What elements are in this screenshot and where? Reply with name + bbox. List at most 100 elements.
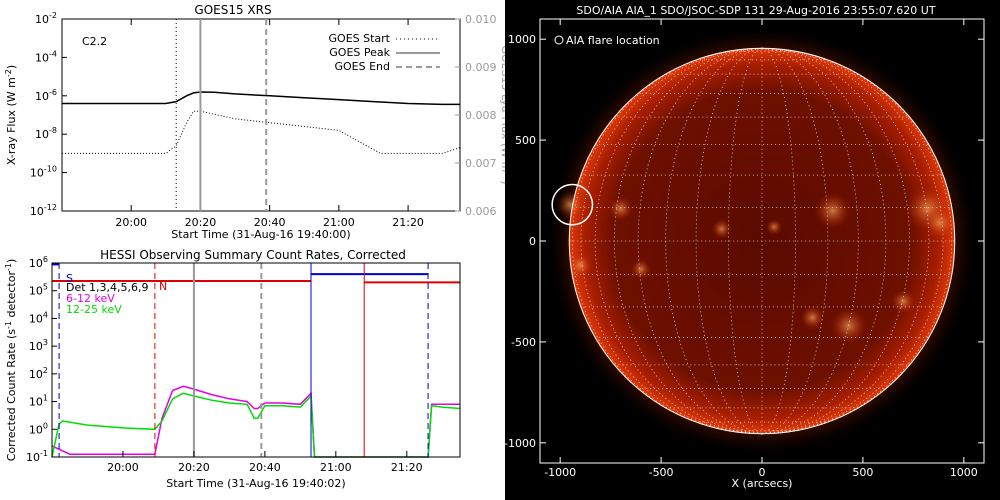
goes-y-tick-exponent: -8 — [49, 126, 57, 135]
hessi-x-axis: 20:00 20:20 20:40 21:00 21:20 — [107, 451, 423, 474]
aia-bright-region — [568, 253, 593, 278]
aia-x-tick-label: 1000 — [950, 466, 978, 479]
hessi-legend-12-25: 12-25 keV — [66, 303, 122, 316]
hessi-y-axis-label-text: Corrected Count Rate (s — [5, 329, 18, 462]
aia-bright-region — [766, 218, 783, 235]
aia-grid-longitude — [728, 47, 763, 435]
hessi-x-tick-label: 20:40 — [249, 461, 281, 474]
aia-grid-longitude — [665, 47, 763, 435]
hessi-legend-det: Det 1,3,4,5,6,9 — [66, 281, 149, 294]
aia-x-tick-label: 0 — [759, 466, 766, 479]
goes-title: GOES15 XRS — [194, 3, 271, 17]
goes-y-tick-exponent: -12 — [44, 203, 57, 212]
goes-y-tick-exponent: -2 — [49, 11, 57, 20]
hessi-legend-6-12: 6-12 keV — [66, 292, 115, 305]
hessi-legend: S N Det 1,3,4,5,6,9 6-12 keV 12-25 keV — [66, 272, 167, 316]
aia-grid-longitude — [761, 47, 930, 435]
goes-y2-axis: 0.006 0.007 0.008 0.009 0.010 — [455, 13, 497, 218]
aia-x-tick-label: -1000 — [544, 466, 576, 479]
goes-y-axis-label-sup: -2 — [4, 69, 13, 77]
goes-y2-tick-label: 0.010 — [465, 13, 497, 26]
goes-x-tick-label: 20:00 — [115, 216, 147, 229]
aia-y-axis: -1000 -500 0 500 1000 — [504, 33, 984, 450]
aia-bright-region — [923, 206, 956, 239]
aia-bright-region — [711, 218, 732, 239]
aia-grid-longitude — [637, 47, 763, 435]
goes-y-tick-label: 10-2 — [35, 11, 57, 26]
aia-bright-region — [830, 307, 867, 344]
goes-y-tick-exponent: -6 — [49, 88, 57, 97]
aia-bright-regions — [556, 186, 956, 344]
hessi-y-axis-label-sup2: -1 — [4, 263, 13, 271]
hessi-y-tick-exponent: 4 — [43, 310, 48, 319]
aia-bright-region — [814, 192, 851, 229]
hessi-plot-frame — [51, 262, 461, 458]
hessi-series-12-25keV — [51, 392, 461, 458]
hessi-flag-n: N — [159, 280, 167, 293]
goes-series-group — [62, 91, 461, 154]
goes-y-tick-exponent: -10 — [44, 165, 57, 174]
hessi-panel: HESSI Observing Summary Count Rates, Cor… — [4, 248, 461, 490]
goes-x-axis: 20:00 20:20 20:40 21:00 21:20 — [115, 19, 424, 229]
hessi-y-tick-label: 100 — [29, 421, 48, 436]
hessi-event-lines — [58, 263, 429, 457]
aia-grid-longitude — [761, 47, 953, 435]
aia-image — [546, 25, 978, 457]
aia-grid-longitude — [594, 47, 763, 435]
aia-flare-location-circle — [551, 183, 594, 226]
hessi-y-tick-label: 10-1 — [26, 449, 48, 464]
aia-x-tick-label: -500 — [649, 466, 674, 479]
goes-y2-tick-label: 0.006 — [465, 205, 497, 218]
goes-y-tick-label: 10-10 — [30, 165, 57, 180]
aia-x-axis: -1000 -500 0 500 1000 — [544, 19, 978, 479]
goes-y-tick-exponent: -4 — [49, 49, 57, 58]
aia-bright-region — [608, 196, 633, 221]
aia-title: SDO/AIA AIA_1 SDO/JSOC-SDP 131 29-Aug-20… — [576, 4, 935, 17]
hessi-x-tick-label: 21:20 — [391, 461, 423, 474]
hessi-x-tick-label: 20:00 — [107, 461, 139, 474]
goes-y-tick-label: 10-4 — [35, 49, 57, 64]
aia-y-tick-label: 1000 — [508, 33, 536, 46]
aia-panel: SDO/AIA AIA_1 SDO/JSOC-SDP 131 29-Aug-20… — [504, 0, 1000, 500]
aia-grid-longitude — [761, 47, 887, 435]
goes-legend-end: GOES End — [334, 60, 390, 73]
goes-y2-tick-label: 0.009 — [465, 61, 497, 74]
aia-bright-region — [630, 259, 652, 280]
goes-x-axis-label: Start Time (31-Aug-16 19:40:00) — [171, 228, 350, 241]
hessi-x-tick-label: 21:00 — [320, 461, 352, 474]
aia-grid-longitude — [571, 47, 763, 435]
hessi-y-tick-label: 102 — [29, 366, 48, 381]
aia-bright-region — [891, 289, 916, 314]
goes-panel: GOES15 XRS 10-12 10-10 10-8 10-6 10-4 10-2 0.… — [4, 3, 513, 241]
goes-legend: GOES Start GOES Peak GOES End — [329, 32, 440, 73]
goes-y2-tick-label: 0.007 — [465, 157, 497, 170]
hessi-y-axis-label-sup: -1 — [4, 321, 13, 329]
goes-legend-start: GOES Start — [329, 32, 391, 45]
aia-x-axis-label: X (arcsecs) — [732, 477, 793, 490]
hessi-y-tick-exponent: 5 — [43, 283, 48, 292]
goes-y-tick-label: 10-8 — [35, 126, 57, 141]
goes-y-axis-label-text: X-ray Flux (W m — [5, 77, 18, 165]
goes-x-tick-label: 21:20 — [392, 216, 424, 229]
goes-series-long — [62, 91, 460, 106]
goes-y-tick-label: 10-6 — [35, 88, 57, 103]
aia-legend-text: AIA flare location — [566, 34, 660, 47]
hessi-y-tick-label: 106 — [29, 255, 48, 270]
aia-x-tick-label: 500 — [852, 466, 873, 479]
hessi-y-tick-label: 103 — [29, 338, 48, 353]
goes-x-tick-label: 21:00 — [323, 216, 355, 229]
hessi-y-tick-label: 104 — [29, 310, 48, 325]
hessi-y-tick-exponent: 0 — [43, 421, 48, 430]
hessi-y-tick-label: 105 — [29, 283, 48, 298]
goes-legend-peak: GOES Peak — [329, 46, 390, 59]
aia-legend-marker — [554, 35, 564, 45]
hessi-flag-s: S — [66, 272, 73, 285]
hessi-y-axis-label: Corrected Count Rate (s-1 detector-1) — [4, 259, 18, 462]
goes-y-tick-label: 10-12 — [30, 203, 57, 218]
hessi-series-6-12keV — [51, 385, 460, 458]
aia-limb-circle — [568, 47, 956, 435]
goes-series-short — [62, 110, 461, 154]
aia-y-tick-label: -1000 — [504, 437, 536, 450]
